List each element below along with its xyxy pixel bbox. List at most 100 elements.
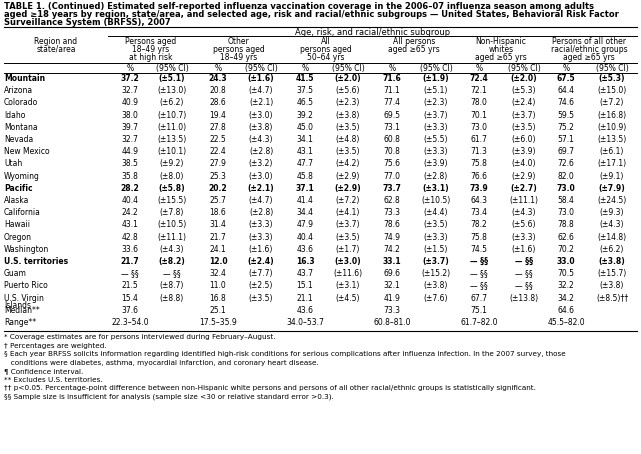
Text: Nevada: Nevada [4, 135, 33, 144]
Text: (±2.9): (±2.9) [336, 172, 360, 181]
Text: (±4.3): (±4.3) [249, 135, 273, 144]
Text: state/area: state/area [37, 45, 76, 54]
Text: 18–49 yrs: 18–49 yrs [133, 45, 170, 54]
Text: 70.2: 70.2 [558, 245, 574, 254]
Text: (±2.3): (±2.3) [336, 99, 360, 108]
Text: New Mexico: New Mexico [4, 147, 49, 156]
Text: 16.8: 16.8 [210, 294, 226, 303]
Text: 15.1: 15.1 [297, 281, 313, 291]
Text: (±3.7): (±3.7) [422, 257, 449, 266]
Text: (±2.7): (±2.7) [511, 184, 537, 193]
Text: (±5.8): (±5.8) [159, 184, 185, 193]
Text: 73.0: 73.0 [558, 208, 574, 217]
Text: (±13.5): (±13.5) [597, 135, 627, 144]
Text: 75.8: 75.8 [470, 159, 487, 168]
Text: (±13.0): (±13.0) [158, 86, 187, 95]
Text: (±3.3): (±3.3) [249, 220, 273, 229]
Text: Persons of all other: Persons of all other [552, 37, 626, 46]
Text: 74.9: 74.9 [383, 232, 401, 242]
Text: (±9.3): (±9.3) [600, 208, 624, 217]
Text: 42.8: 42.8 [122, 232, 138, 242]
Text: (±3.5): (±3.5) [336, 147, 360, 156]
Text: 73.3: 73.3 [383, 306, 401, 315]
Text: 37.1: 37.1 [296, 184, 314, 193]
Text: 11.0: 11.0 [210, 281, 226, 291]
Text: 64.6: 64.6 [558, 306, 574, 315]
Text: persons aged: persons aged [213, 45, 265, 54]
Text: Washington: Washington [4, 245, 49, 254]
Text: (±4.3): (±4.3) [160, 245, 184, 254]
Text: 47.7: 47.7 [297, 159, 313, 168]
Text: (±4.7): (±4.7) [249, 86, 273, 95]
Text: (±3.1): (±3.1) [422, 184, 449, 193]
Text: 59.5: 59.5 [558, 111, 574, 119]
Text: 24.3: 24.3 [209, 74, 228, 83]
Text: (±5.1): (±5.1) [159, 74, 185, 83]
Text: 21.7: 21.7 [121, 257, 139, 266]
Text: persons aged: persons aged [300, 45, 352, 54]
Text: Colorado: Colorado [4, 99, 38, 108]
Text: (±3.3): (±3.3) [424, 232, 448, 242]
Text: racial/ethnic groups: racial/ethnic groups [551, 45, 628, 54]
Text: 34.2: 34.2 [558, 294, 574, 303]
Text: 22.3–54.0: 22.3–54.0 [111, 318, 149, 327]
Text: (±2.8): (±2.8) [249, 147, 273, 156]
Text: (±1.7): (±1.7) [336, 245, 360, 254]
Text: Hawaii: Hawaii [4, 220, 30, 229]
Text: 73.9: 73.9 [470, 184, 488, 193]
Text: 74.2: 74.2 [383, 245, 401, 254]
Text: 21.5: 21.5 [122, 281, 138, 291]
Text: (±1.6): (±1.6) [249, 245, 273, 254]
Text: Alaska: Alaska [4, 196, 29, 205]
Text: (±1.9): (±1.9) [422, 74, 449, 83]
Text: (±3.8): (±3.8) [599, 257, 626, 266]
Text: 40.4: 40.4 [122, 196, 138, 205]
Text: 43.1: 43.1 [297, 147, 313, 156]
Text: %: % [126, 64, 133, 73]
Text: (±5.6): (±5.6) [512, 220, 537, 229]
Text: (±6.2): (±6.2) [600, 245, 624, 254]
Text: (±10.5): (±10.5) [421, 196, 451, 205]
Text: 73.1: 73.1 [383, 123, 401, 132]
Text: 71.1: 71.1 [383, 86, 401, 95]
Text: §§ Sample size is insufficient for analysis (sample size <30 or relative standar: §§ Sample size is insufficient for analy… [4, 394, 334, 400]
Text: Guam: Guam [4, 269, 27, 278]
Text: (±2.9): (±2.9) [335, 184, 362, 193]
Text: Oregon: Oregon [4, 232, 32, 242]
Text: 17.5–35.9: 17.5–35.9 [199, 318, 237, 327]
Text: Age, risk, and racial/ethnic subgroup: Age, risk, and racial/ethnic subgroup [295, 28, 450, 37]
Text: (±3.8): (±3.8) [424, 281, 448, 291]
Text: (95% CI): (95% CI) [595, 64, 628, 73]
Text: %: % [388, 64, 395, 73]
Text: (±4.0): (±4.0) [512, 159, 537, 168]
Text: Other: Other [228, 37, 250, 46]
Text: (±3.7): (±3.7) [512, 111, 537, 119]
Text: (95% CI): (95% CI) [156, 64, 188, 73]
Text: Non-Hispanic: Non-Hispanic [476, 37, 526, 46]
Text: (±24.5): (±24.5) [597, 196, 627, 205]
Text: 71.3: 71.3 [470, 147, 487, 156]
Text: 72.6: 72.6 [558, 159, 574, 168]
Text: 34.0–53.7: 34.0–53.7 [286, 318, 324, 327]
Text: aged ≥18 years by region, state/area, and selected age, risk and racial/ethnic s: aged ≥18 years by region, state/area, an… [4, 10, 619, 19]
Text: (±6.0): (±6.0) [512, 135, 537, 144]
Text: (±3.5): (±3.5) [336, 123, 360, 132]
Text: TABLE 1. (Continued) Estimated self-reported influenza vaccination coverage in t: TABLE 1. (Continued) Estimated self-repo… [4, 2, 594, 11]
Text: 33.6: 33.6 [122, 245, 138, 254]
Text: (±11.6): (±11.6) [333, 269, 363, 278]
Text: (±10.1): (±10.1) [158, 147, 187, 156]
Text: 61.7: 61.7 [470, 135, 487, 144]
Text: (95% CI): (95% CI) [508, 64, 540, 73]
Text: 72.1: 72.1 [470, 86, 487, 95]
Text: 25.1: 25.1 [210, 306, 226, 315]
Text: (±8.5)††: (±8.5)†† [596, 294, 628, 303]
Text: (±10.9): (±10.9) [597, 123, 627, 132]
Text: 32.7: 32.7 [122, 135, 138, 144]
Text: 57.1: 57.1 [558, 135, 574, 144]
Text: aged ≥65 yrs: aged ≥65 yrs [475, 53, 527, 62]
Text: (±1.6): (±1.6) [512, 245, 536, 254]
Text: 64.3: 64.3 [470, 196, 488, 205]
Text: 74.5: 74.5 [470, 245, 488, 254]
Text: (±2.1): (±2.1) [247, 184, 274, 193]
Text: (±3.5): (±3.5) [424, 220, 448, 229]
